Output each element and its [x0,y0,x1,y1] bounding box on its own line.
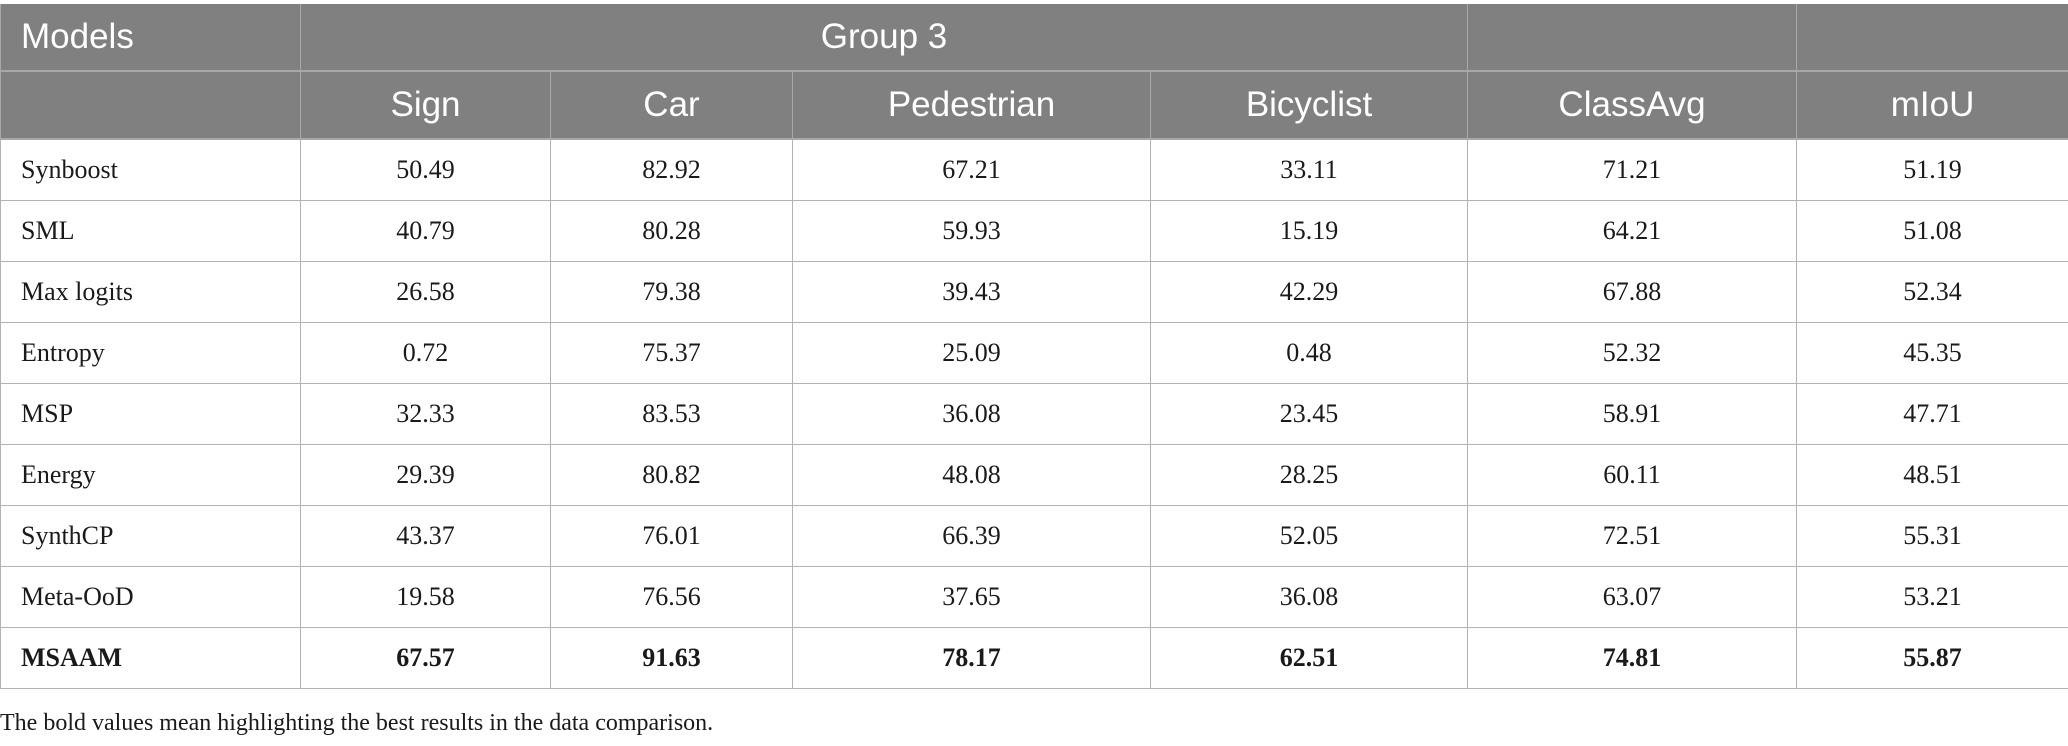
value-cell: 51.08 [1796,200,2068,262]
table-footnote: The bold values mean highlighting the be… [0,710,714,736]
value-cell: 33.11 [1149,138,1469,201]
model-name-cell: Max logits [0,261,301,323]
table-row: Max logits 26.58 79.38 39.43 42.29 67.88 52.34 [0,261,2068,323]
model-name-cell: Entropy [0,322,301,384]
column-header-sign: Sign [300,71,551,140]
value-cell: 26.58 [300,261,551,323]
header-row-columns: Sign Car Pedestrian Bicyclist ClassAvg m… [0,71,2068,140]
value-cell: 36.08 [1149,566,1469,628]
column-header-classavg: ClassAvg [1467,71,1798,140]
value-cell: 80.28 [550,200,793,262]
value-cell: 71.21 [1467,138,1798,201]
group-header: Group 3 [299,4,1469,72]
model-name-cell: MSAAM [0,627,301,689]
value-cell: 15.19 [1149,200,1469,262]
table-row: SynthCP 43.37 76.01 66.39 52.05 72.51 55.31 [0,505,2068,567]
model-name-cell: MSP [0,383,301,445]
value-cell: 28.25 [1149,444,1469,506]
table-row: Meta-OoD 19.58 76.56 37.65 36.08 63.07 53.21 [0,566,2068,628]
value-cell: 74.81 [1467,627,1798,689]
value-cell: 48.08 [792,444,1151,506]
table-row: SML 40.79 80.28 59.93 15.19 64.21 51.08 [0,200,2068,262]
empty-header-miou [1796,4,2068,72]
value-cell: 19.58 [300,566,551,628]
value-cell: 36.08 [792,383,1151,445]
value-cell: 63.07 [1467,566,1798,628]
table-row: Energy 29.39 80.82 48.08 28.25 60.11 48.51 [0,444,2068,506]
value-cell: 29.39 [300,444,551,506]
value-cell: 32.33 [300,383,551,445]
value-cell: 52.34 [1796,261,2068,323]
column-header-car: Car [550,71,793,140]
value-cell: 76.56 [550,566,793,628]
value-cell: 39.43 [792,261,1151,323]
value-cell: 64.21 [1467,200,1798,262]
value-cell: 43.37 [300,505,551,567]
value-cell: 52.05 [1149,505,1469,567]
empty-header-classavg [1467,4,1798,72]
table-row: Entropy 0.72 75.37 25.09 0.48 52.32 45.35 [0,322,2068,384]
value-cell: 48.51 [1796,444,2068,506]
model-name-cell: Meta-OoD [0,566,301,628]
value-cell: 51.19 [1796,138,2068,201]
value-cell: 0.48 [1149,322,1469,384]
value-cell: 23.45 [1149,383,1469,445]
value-cell: 91.63 [550,627,793,689]
value-cell: 40.79 [300,200,551,262]
value-cell: 55.31 [1796,505,2068,567]
models-header: Models [0,4,301,72]
value-cell: 67.57 [300,627,551,689]
value-cell: 55.87 [1796,627,2068,689]
value-cell: 72.51 [1467,505,1798,567]
value-cell: 82.92 [550,138,793,201]
value-cell: 0.72 [300,322,551,384]
value-cell: 78.17 [792,627,1151,689]
value-cell: 66.39 [792,505,1151,567]
value-cell: 37.65 [792,566,1151,628]
column-header-bicyclist: Bicyclist [1149,71,1469,140]
value-cell: 67.21 [792,138,1151,201]
header-row-top: Models Group 3 [0,4,2068,72]
model-name-cell: SML [0,200,301,262]
column-header-pedestrian: Pedestrian [792,71,1151,140]
value-cell: 79.38 [550,261,793,323]
model-name-cell: Energy [0,444,301,506]
value-cell: 47.71 [1796,383,2068,445]
model-name-cell: SynthCP [0,505,301,567]
value-cell: 45.35 [1796,322,2068,384]
value-cell: 80.82 [550,444,793,506]
table-row: Synboost 50.49 82.92 67.21 33.11 71.21 51.19 [0,138,2068,201]
value-cell: 58.91 [1467,383,1798,445]
value-cell: 50.49 [300,138,551,201]
table-body: Synboost 50.49 82.92 67.21 33.11 71.21 51.19 SM… [0,138,2068,689]
empty-header-models [0,71,301,140]
value-cell: 52.32 [1467,322,1798,384]
value-cell: 42.29 [1149,261,1469,323]
column-header-miou: mIoU [1796,71,2068,140]
value-cell: 76.01 [550,505,793,567]
value-cell: 75.37 [550,322,793,384]
value-cell: 62.51 [1149,627,1469,689]
value-cell: 67.88 [1467,261,1798,323]
results-table: Models Group 3 Sign Car Pedestrian Bicyc… [0,4,2068,689]
table-row: MSAAM 67.57 91.63 78.17 62.51 74.81 55.87 [0,627,2068,689]
model-name-cell: Synboost [0,138,301,201]
value-cell: 83.53 [550,383,793,445]
value-cell: 53.21 [1796,566,2068,628]
value-cell: 59.93 [792,200,1151,262]
value-cell: 25.09 [792,322,1151,384]
value-cell: 60.11 [1467,444,1798,506]
table-row: MSP 32.33 83.53 36.08 23.45 58.91 47.71 [0,383,2068,445]
